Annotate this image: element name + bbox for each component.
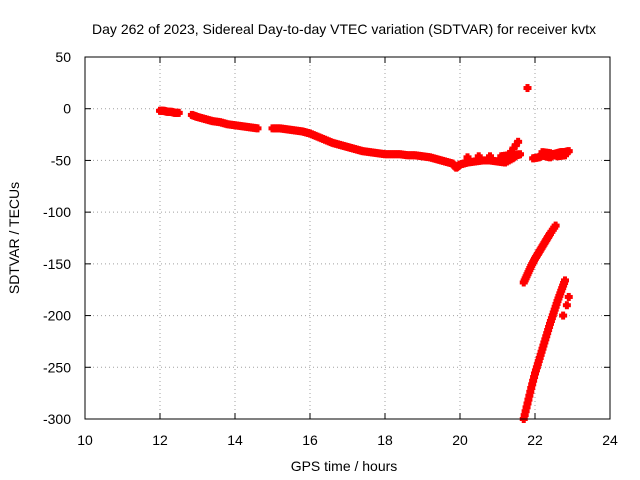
data-point bbox=[551, 221, 560, 230]
x-tick-label: 22 bbox=[527, 432, 543, 448]
x-tick-label: 18 bbox=[377, 432, 393, 448]
data-point bbox=[463, 153, 472, 162]
data-points bbox=[156, 84, 573, 423]
y-tick-label: -50 bbox=[51, 152, 71, 168]
data-point bbox=[561, 276, 569, 285]
x-tick-label: 20 bbox=[452, 432, 468, 448]
data-point bbox=[253, 124, 262, 133]
data-point bbox=[523, 84, 532, 93]
data-point bbox=[564, 292, 573, 301]
data-point bbox=[559, 311, 568, 320]
data-point bbox=[562, 301, 571, 310]
x-axis-label: GPS time / hours bbox=[291, 458, 398, 474]
y-tick-label: 50 bbox=[55, 49, 71, 65]
data-point bbox=[514, 137, 523, 146]
y-tick-label: -100 bbox=[43, 204, 71, 220]
x-tick-label: 12 bbox=[152, 432, 168, 448]
y-tick-label: -200 bbox=[43, 308, 71, 324]
grid-lines bbox=[85, 57, 610, 419]
x-tick-label: 14 bbox=[227, 432, 243, 448]
tick-labels: 10 12 14 16 18 20 22 24 50 0 -50 -100 -150 -200 -250 -3… bbox=[43, 49, 618, 448]
data-point bbox=[516, 150, 524, 159]
chart-title: Day 262 of 2023, Sidereal Day-to-day VTE… bbox=[92, 21, 596, 37]
data-point bbox=[474, 152, 483, 161]
data-point bbox=[561, 151, 569, 160]
data-point bbox=[486, 152, 494, 161]
data-point bbox=[174, 108, 183, 117]
plot-frame bbox=[84, 56, 611, 420]
y-axis-label: SDTVAR / TECUs bbox=[6, 182, 22, 294]
x-tick-label: 10 bbox=[77, 432, 93, 448]
x-tick-label: 24 bbox=[602, 432, 618, 448]
y-tick-label: -300 bbox=[43, 411, 71, 427]
y-tick-label: -250 bbox=[43, 359, 71, 375]
y-tick-label: 0 bbox=[63, 101, 71, 117]
y-tick-label: -150 bbox=[43, 256, 71, 272]
x-tick-label: 16 bbox=[302, 432, 318, 448]
